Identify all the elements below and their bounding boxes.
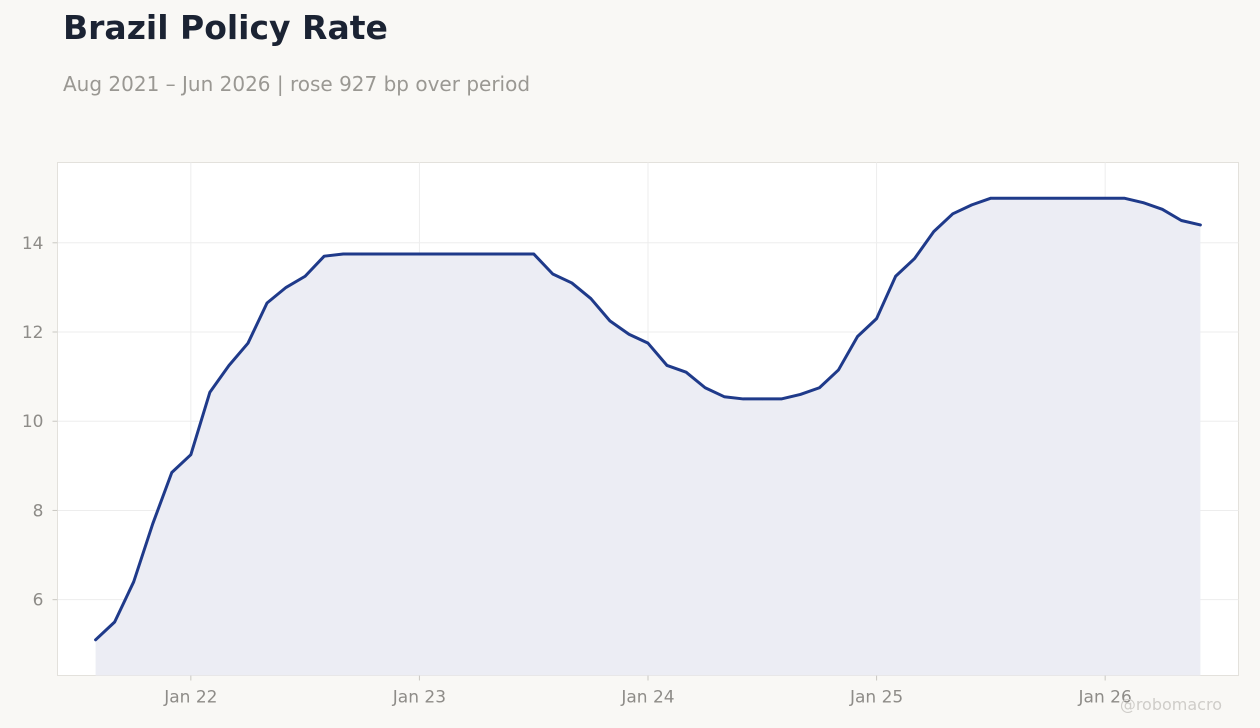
series-layer <box>94 196 1202 676</box>
x-tick-label: Jan 26 <box>1078 688 1132 708</box>
data-point <box>418 252 421 256</box>
data-point <box>1103 196 1107 200</box>
x-tick-label: Jan 24 <box>620 688 674 708</box>
data-point <box>742 397 745 401</box>
x-tick-label: Jan 23 <box>392 688 446 708</box>
data-point <box>856 335 859 338</box>
data-point <box>1008 196 1012 200</box>
data-point <box>361 252 364 256</box>
data-point <box>913 257 916 260</box>
data-point <box>303 275 307 278</box>
data-point <box>246 341 250 345</box>
data-point <box>894 275 897 278</box>
data-point <box>818 386 821 389</box>
y-tick-label: 8 <box>33 501 44 521</box>
x-tick-label: Jan 25 <box>849 688 903 708</box>
data-point <box>1161 208 1164 211</box>
data-point <box>1027 196 1031 200</box>
data-point <box>475 252 478 256</box>
x-tick-label: Jan 22 <box>163 688 217 708</box>
data-point <box>570 281 574 285</box>
y-tick-label: 12 <box>22 323 44 343</box>
data-point <box>113 620 116 624</box>
data-point <box>532 252 535 256</box>
data-point <box>665 364 669 367</box>
data-point <box>380 252 383 256</box>
data-point <box>151 522 154 526</box>
y-tick-label: 10 <box>22 412 44 432</box>
data-point <box>1199 223 1202 227</box>
data-point <box>551 272 554 276</box>
data-point <box>932 230 935 233</box>
data-point <box>494 252 497 256</box>
data-point <box>1142 201 1145 204</box>
data-point <box>799 393 802 396</box>
data-point <box>1180 219 1183 222</box>
data-point <box>646 341 650 345</box>
data-point <box>208 391 212 394</box>
data-point <box>780 397 783 401</box>
data-point <box>189 453 193 456</box>
series-area-fill <box>95 198 1201 676</box>
data-point <box>1123 196 1126 200</box>
axis-ticks: 6 8 10 12 14 Jan 22 Jan 23 Jan 24 Jan 25 Jan 26 <box>22 234 1132 708</box>
data-point <box>970 203 974 207</box>
data-point <box>322 254 326 258</box>
data-point <box>703 386 707 389</box>
data-point <box>875 317 878 320</box>
data-point <box>399 252 402 256</box>
data-point <box>284 286 288 289</box>
data-point <box>1084 196 1088 200</box>
data-point <box>132 580 135 584</box>
data-point <box>170 471 173 474</box>
y-tick-label: 14 <box>22 234 44 254</box>
data-point <box>513 252 516 256</box>
data-point <box>837 368 840 372</box>
data-point <box>437 252 440 256</box>
watermark-text: @robomacro <box>1120 695 1222 714</box>
data-point <box>951 212 954 215</box>
data-point <box>1065 196 1069 200</box>
data-point <box>684 370 688 374</box>
data-point <box>227 364 231 367</box>
data-point <box>342 252 345 256</box>
chart-title: Brazil Policy Rate <box>63 8 388 47</box>
y-tick-label: 6 <box>33 591 44 611</box>
data-point <box>627 333 631 336</box>
data-point <box>265 301 269 305</box>
data-point <box>1046 196 1050 200</box>
data-point <box>761 397 764 401</box>
chart-subtitle: Aug 2021 – Jun 2026 | rose 927 bp over p… <box>63 72 531 96</box>
data-point <box>456 252 459 256</box>
data-point <box>608 319 612 323</box>
data-point <box>589 297 593 300</box>
data-point <box>94 638 97 642</box>
data-point <box>722 395 726 398</box>
data-point <box>989 196 993 200</box>
